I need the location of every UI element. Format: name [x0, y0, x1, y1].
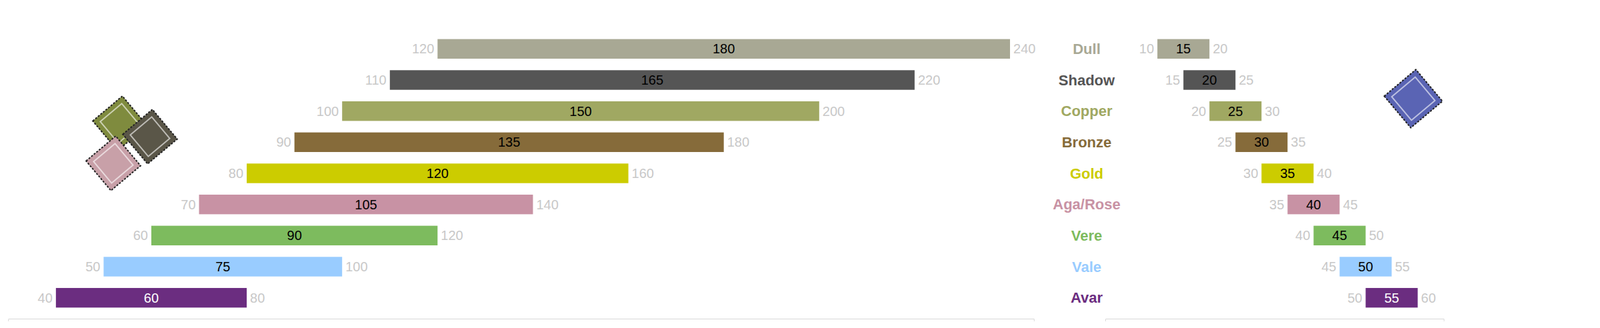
category-label: Avar — [1070, 289, 1104, 306]
chart-root: 120 240 180 110 220 165 100 200 150 90 180 135 80 160… — [0, 0, 1600, 328]
high-label: 80 — [250, 290, 265, 306]
low-label: 10 — [1139, 41, 1154, 56]
low-label: 30 — [1243, 166, 1258, 181]
icon-body — [1384, 69, 1442, 128]
low-label: 20 — [1191, 104, 1206, 119]
low-label: 100 — [316, 104, 339, 119]
category-label: Copper — [1061, 102, 1113, 120]
range-bar — [151, 226, 438, 246]
data-label: 40 — [1306, 197, 1321, 212]
data-label: 20 — [1202, 72, 1217, 88]
data-label: 55 — [1384, 290, 1399, 306]
labels: 10 20 15 15 25 20 20 30 25 25 35 30 30 40 35 35 45 40 40 50… — [1139, 41, 1436, 305]
range-bar — [1339, 256, 1392, 276]
bars — [56, 39, 1010, 308]
labels: 120 240 180 110 220 165 100 200 150 90 180 135 80 160… — [38, 41, 1036, 305]
data-label: 150 — [569, 104, 592, 119]
low-label: 50 — [85, 259, 100, 274]
category-label: Shadow — [1058, 72, 1116, 89]
category-label: Gold — [1070, 165, 1104, 182]
high-label: 35 — [1290, 134, 1306, 150]
high-label: 200 — [822, 104, 845, 119]
data-label: 50 — [1358, 259, 1373, 274]
low-label: 45 — [1321, 259, 1336, 274]
range-bar — [1183, 70, 1236, 90]
bars — [1157, 39, 1418, 308]
low-label: 25 — [1217, 134, 1232, 150]
low-label: 120 — [412, 41, 434, 56]
high-label: 40 — [1316, 166, 1332, 181]
icon — [1384, 69, 1442, 128]
data-label: 105 — [354, 197, 377, 212]
data-label: 135 — [498, 134, 520, 150]
axis-line — [8, 319, 1035, 322]
range-bar — [294, 132, 724, 152]
low-label: 15 — [1165, 72, 1180, 88]
range-bar — [56, 288, 247, 308]
range-bar — [1235, 132, 1288, 152]
data-label: 75 — [215, 259, 230, 274]
high-label: 180 — [727, 134, 750, 150]
x-axis — [1106, 319, 1445, 322]
data-label: 120 — [426, 166, 449, 181]
low-label: 110 — [365, 72, 387, 88]
high-label: 100 — [345, 259, 368, 274]
range-bar — [342, 101, 820, 121]
range-bar — [1209, 101, 1262, 121]
data-label: 15 — [1176, 41, 1191, 56]
category-label: Vale — [1072, 258, 1102, 276]
icon-detail — [93, 143, 133, 183]
category-label: Bronze — [1062, 134, 1112, 151]
range-bar — [103, 256, 342, 276]
range-bar — [1313, 226, 1366, 246]
high-label: 45 — [1342, 197, 1358, 212]
icon — [86, 136, 141, 191]
category-label: Dull — [1072, 40, 1101, 58]
high-label: 120 — [440, 228, 463, 243]
low-label: 70 — [180, 197, 196, 212]
data-label: 35 — [1280, 166, 1295, 181]
high-label: 25 — [1238, 72, 1254, 88]
range-bar — [390, 70, 915, 90]
low-label: 80 — [228, 166, 244, 181]
axis-line — [1106, 319, 1445, 322]
range-bar — [1261, 163, 1314, 183]
icon-detail — [130, 116, 170, 156]
range-bar — [246, 163, 628, 183]
data-label: 25 — [1228, 104, 1243, 119]
high-label: 60 — [1421, 290, 1436, 306]
category-label: Aga/Rose — [1052, 196, 1120, 213]
data-label: 30 — [1254, 134, 1269, 150]
high-label: 20 — [1212, 41, 1228, 56]
high-label: 140 — [536, 197, 558, 212]
category-label: Vere — [1071, 227, 1103, 244]
data-label: 60 — [144, 290, 159, 306]
data-label: 90 — [287, 228, 302, 243]
low-label: 35 — [1269, 197, 1284, 212]
range-bar — [1365, 288, 1418, 308]
data-label: 180 — [712, 41, 735, 56]
high-label: 55 — [1395, 259, 1410, 274]
range-bar — [437, 39, 1010, 59]
range-bar — [1157, 39, 1210, 59]
high-label: 220 — [918, 72, 940, 88]
high-label: 30 — [1264, 104, 1280, 119]
high-label: 160 — [632, 166, 654, 181]
range-bar — [1287, 194, 1340, 214]
range-bar — [199, 194, 534, 214]
high-label: 50 — [1368, 228, 1384, 243]
data-label: 45 — [1332, 228, 1347, 243]
low-label: 40 — [1295, 228, 1310, 243]
low-label: 50 — [1347, 290, 1362, 306]
category-labels: Dull Shadow Copper Bronze Gold Aga/Rose Vere Va… — [1052, 40, 1120, 306]
low-label: 60 — [133, 228, 148, 243]
data-label: 165 — [641, 72, 664, 88]
x-axis — [8, 319, 1035, 322]
high-label: 240 — [1013, 41, 1036, 56]
low-label: 90 — [276, 134, 291, 150]
icon-body — [86, 136, 141, 191]
low-label: 40 — [38, 290, 53, 306]
icon-detail — [1392, 77, 1436, 121]
